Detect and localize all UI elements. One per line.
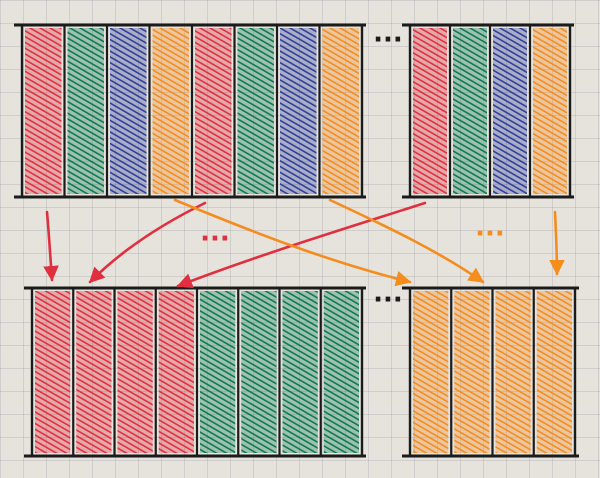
cell-blue: [110, 28, 147, 194]
cell-green: [453, 28, 487, 194]
cell-orange: [413, 291, 449, 453]
cell-green: [200, 291, 236, 453]
cell-green: [237, 28, 274, 194]
arrows-layer: [43, 198, 565, 289]
cell-red: [25, 28, 62, 194]
orange-arrows-ellipsis: ···: [475, 219, 505, 249]
cell-green: [241, 291, 277, 453]
red-arrows-ellipsis: ···: [200, 224, 230, 254]
cell-red: [117, 291, 153, 453]
cell-green: [67, 28, 104, 194]
top-left-block: [14, 23, 366, 199]
cell-orange: [495, 291, 531, 453]
cell-red: [158, 291, 194, 453]
cell-orange: [533, 28, 567, 194]
top-gap-ellipsis: ···: [373, 25, 403, 55]
orange-arrow: [173, 198, 412, 287]
blocks-layer: [14, 23, 579, 458]
cell-red: [195, 28, 232, 194]
top-right-block: [402, 23, 574, 199]
cell-orange: [536, 291, 572, 453]
bottom-right-block: [402, 286, 579, 458]
cell-orange: [152, 28, 189, 194]
cell-orange: [322, 28, 359, 194]
red-arrow: [176, 201, 427, 289]
orange-arrow: [549, 210, 565, 276]
gap-markers-layer: ··· ··· ··· ···: [200, 25, 505, 315]
bottom-gap-ellipsis: ···: [373, 285, 403, 315]
cell-red: [413, 28, 447, 194]
red-arrow: [88, 201, 207, 284]
orange-arrow: [328, 198, 485, 284]
cell-blue: [493, 28, 527, 194]
bottom-left-block: [24, 286, 366, 458]
red-arrow: [43, 210, 59, 282]
cell-green: [323, 291, 359, 453]
cell-blue: [280, 28, 317, 194]
cell-green: [282, 291, 318, 453]
cell-orange: [454, 291, 490, 453]
cell-red: [76, 291, 112, 453]
cell-red: [35, 291, 71, 453]
